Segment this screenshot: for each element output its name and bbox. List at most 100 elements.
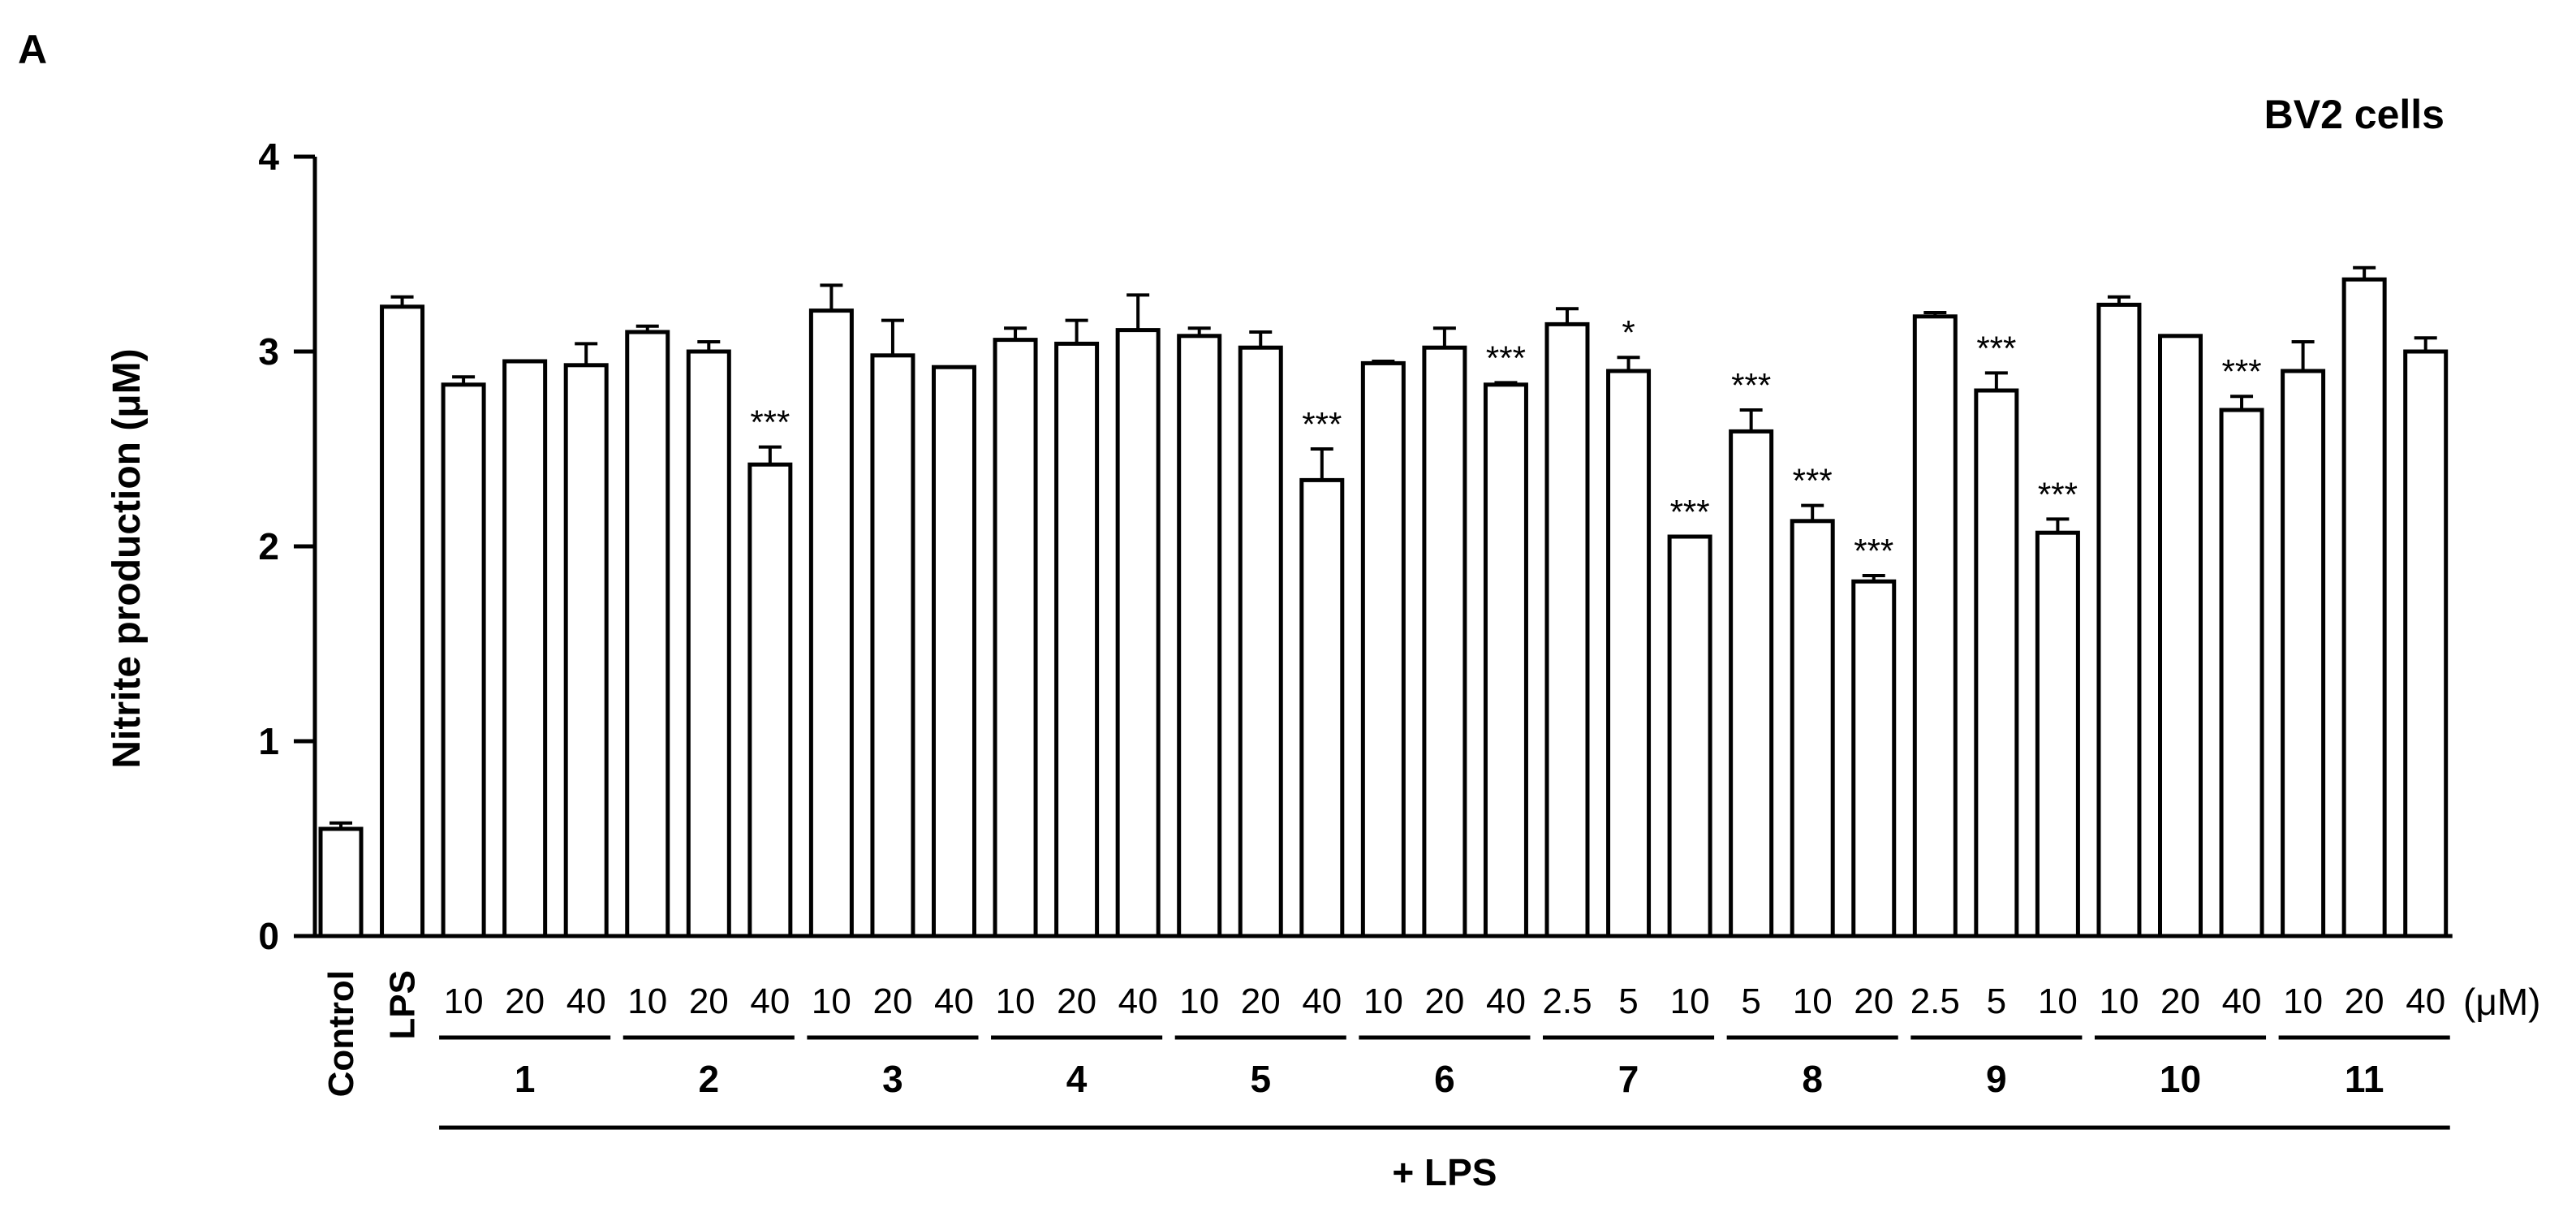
x-tick-label: 10 <box>996 981 1036 1021</box>
x-tick-label: 10 <box>1363 981 1403 1021</box>
bar <box>1729 429 1774 938</box>
x-tick-label: 10 <box>2038 981 2078 1021</box>
bar <box>1912 314 1958 938</box>
x-tick-label: 2.5 <box>1542 981 1592 1021</box>
significance-label: *** <box>1486 339 1526 377</box>
x-tick-label: LPS <box>383 970 423 1040</box>
x-tick-label: 5 <box>1741 981 1760 1021</box>
y-tick-label: 4 <box>258 136 279 178</box>
significance-label: *** <box>1793 462 1833 500</box>
significance-label: *** <box>1302 405 1342 443</box>
bar <box>380 304 425 938</box>
significance-label: *** <box>750 403 790 442</box>
x-tick-label: 20 <box>1057 981 1096 1021</box>
x-tick-label: 20 <box>2345 981 2384 1021</box>
y-tick-label: 1 <box>258 720 279 762</box>
significance-label: * <box>1622 313 1635 352</box>
x-tick-label: 20 <box>505 981 545 1021</box>
lps-treatment-label: + LPS <box>1392 1151 1497 1193</box>
significance-label: *** <box>1854 532 1893 570</box>
bar <box>747 462 793 938</box>
x-tick-label: 40 <box>934 981 974 1021</box>
y-axis: 0 1 2 3 4 <box>258 136 2453 957</box>
bar <box>1974 388 2019 938</box>
panel-label: A <box>18 27 47 72</box>
significance-label: *** <box>1976 329 2016 367</box>
bar <box>870 353 915 938</box>
x-tick-label: 40 <box>1302 981 1342 1021</box>
bar <box>1360 360 1406 938</box>
bar <box>1544 321 1590 938</box>
bar <box>563 363 609 938</box>
bar <box>1606 369 1652 938</box>
bars: *** **************************** <box>318 265 2449 938</box>
significance-label: *** <box>2222 352 2262 390</box>
compound-groups: 1 2 3 4 5 6 7 8 9 10 11 <box>439 1035 2450 1100</box>
group-label: 7 <box>1618 1058 1639 1100</box>
x-tick-labels: Control LPS 10 20 40 10 20 40 10 20 40 10 20 40 10 20 40… <box>321 970 2445 1097</box>
group-label: 10 <box>2160 1058 2201 1100</box>
bar <box>2219 408 2264 938</box>
bar <box>2403 349 2449 938</box>
group-label: 6 <box>1434 1058 1455 1100</box>
significance-label: *** <box>1731 366 1771 404</box>
y-tick-label: 0 <box>258 915 279 957</box>
x-tick-label: 40 <box>566 981 606 1021</box>
x-tick-label: 20 <box>1241 981 1281 1021</box>
group-label: 1 <box>515 1058 536 1100</box>
group-label: 5 <box>1250 1058 1271 1100</box>
chart-title: BV2 cells <box>2264 92 2445 137</box>
x-tick-label: 20 <box>689 981 729 1021</box>
x-tick-label: 10 <box>812 981 851 1021</box>
bar <box>625 330 670 938</box>
bar <box>318 826 364 938</box>
bar <box>1422 345 1467 938</box>
x-tick-label: 20 <box>1424 981 1464 1021</box>
x-tick-label: 10 <box>1179 981 1219 1021</box>
x-tick-label: 40 <box>750 981 790 1021</box>
bar <box>2341 277 2387 938</box>
x-tick-label: 40 <box>1486 981 1526 1021</box>
group-label: 11 <box>2345 1058 2384 1100</box>
x-tick-label: Control <box>321 970 361 1097</box>
x-tick-label: 10 <box>2283 981 2323 1021</box>
bar <box>1483 382 1528 938</box>
bar <box>2158 334 2203 938</box>
x-tick-label: 10 <box>1793 981 1833 1021</box>
x-tick-label: 40 <box>2406 981 2445 1021</box>
x-tick-label: 20 <box>1854 981 1893 1021</box>
group-label: 2 <box>699 1058 720 1100</box>
x-tick-label: 5 <box>1618 981 1638 1021</box>
bar <box>1851 579 1897 938</box>
bar <box>2281 369 2326 938</box>
bar <box>502 359 548 938</box>
x-tick-label: 20 <box>872 981 912 1021</box>
bar <box>1238 345 1283 938</box>
bar <box>1790 519 1835 938</box>
bar <box>993 338 1038 938</box>
bar <box>1667 534 1712 938</box>
bar <box>441 382 486 938</box>
y-tick-label: 2 <box>258 525 279 567</box>
x-tick-label: 10 <box>444 981 484 1021</box>
bar <box>686 349 731 938</box>
x-tick-label: 10 <box>627 981 667 1021</box>
x-tick-label: 10 <box>2099 981 2139 1021</box>
bar <box>2035 530 2080 938</box>
x-tick-label: 10 <box>1670 981 1710 1021</box>
group-label: 9 <box>1986 1058 2007 1100</box>
significance-label: *** <box>1670 493 1710 531</box>
x-tick-label: 5 <box>1987 981 2006 1021</box>
x-tick-label: 2.5 <box>1910 981 1960 1021</box>
bar <box>1177 334 1222 938</box>
group-label: 3 <box>882 1058 903 1100</box>
bar <box>1299 477 1345 938</box>
group-label: 4 <box>1066 1058 1088 1100</box>
significance-label: *** <box>2038 475 2078 513</box>
bar <box>1115 328 1161 938</box>
y-axis-label: Nitrite production (μM) <box>106 348 149 768</box>
x-tick-label: 40 <box>2222 981 2262 1021</box>
bar <box>932 365 976 938</box>
